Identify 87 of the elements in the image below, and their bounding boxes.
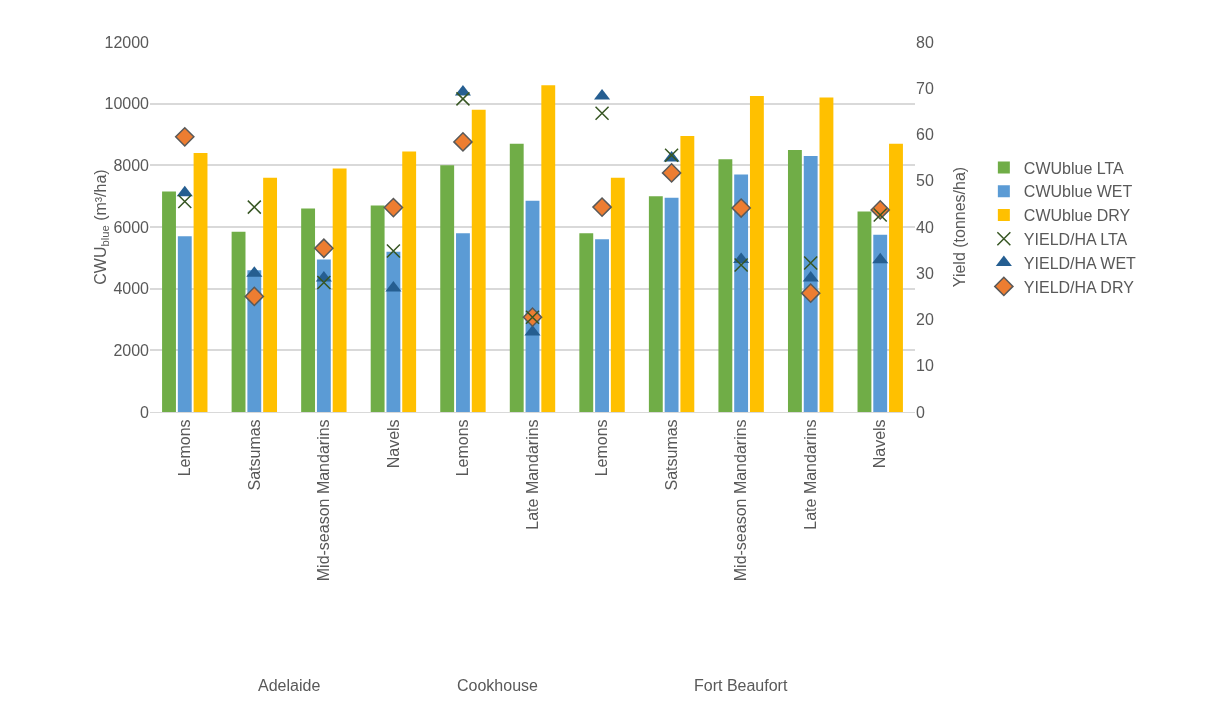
x-tick-label: Late Mandarins xyxy=(523,419,541,530)
x-tick-label: Mid-season Mandarins xyxy=(732,419,750,582)
x-tick-label: Navels xyxy=(384,419,402,469)
point xyxy=(661,163,682,183)
y-tick-label: 8000 xyxy=(113,156,150,174)
y2-tick-label: 60 xyxy=(916,126,934,144)
legend-label: CWUblue LTA xyxy=(1023,159,1125,177)
bar xyxy=(162,191,176,412)
y2-tick-label: 0 xyxy=(916,403,925,421)
bar xyxy=(718,159,733,412)
bar xyxy=(440,165,455,412)
y-tick-label: 6000 xyxy=(113,218,150,236)
bar xyxy=(749,95,764,412)
text: Adelaide xyxy=(258,677,321,694)
bar xyxy=(456,233,470,412)
bar xyxy=(370,205,385,412)
bar xyxy=(316,259,331,412)
point xyxy=(872,252,889,264)
bar xyxy=(734,174,749,412)
y2-axis-title: Yield (tonnes/ha) xyxy=(951,166,968,288)
legend-label: YIELD/HA WET xyxy=(1023,254,1137,272)
text: Fort Beaufort xyxy=(694,677,788,694)
bar xyxy=(386,251,401,412)
bar xyxy=(231,231,246,412)
x-tick-label: Lemons xyxy=(175,419,193,477)
y-tick-label: 4000 xyxy=(113,280,150,298)
point xyxy=(247,199,262,215)
point xyxy=(800,283,821,303)
bar xyxy=(332,168,347,412)
bar xyxy=(803,156,818,412)
bar xyxy=(680,136,695,412)
bar xyxy=(579,233,594,412)
bar xyxy=(648,196,663,412)
point xyxy=(733,257,749,273)
y2-tick-label: 10 xyxy=(916,357,934,375)
bar xyxy=(402,151,417,412)
bar xyxy=(595,239,609,412)
point xyxy=(594,105,610,121)
point xyxy=(383,197,404,218)
y-tick-label: 10000 xyxy=(104,95,150,113)
point xyxy=(802,270,819,282)
point xyxy=(316,275,332,290)
x-tick-label: Lemons xyxy=(593,419,611,477)
bar xyxy=(263,177,278,412)
bar xyxy=(541,85,556,412)
x-tick-label: Satsumas xyxy=(662,419,680,491)
point xyxy=(386,243,401,259)
bar xyxy=(873,234,888,412)
bar xyxy=(193,153,208,412)
point xyxy=(731,198,751,218)
y2-tick-label: 30 xyxy=(916,264,934,282)
point xyxy=(592,197,612,217)
legend-label: YIELD/HA DRY xyxy=(1023,278,1135,296)
text: Cookhouse xyxy=(457,677,539,694)
bar xyxy=(301,208,316,412)
x-tick-label: Late Mandarins xyxy=(801,419,819,530)
legend-label: YIELD/HA LTA xyxy=(1023,231,1128,249)
y2-tick-label: 80 xyxy=(916,33,934,51)
x-tick-label: Satsumas xyxy=(245,419,263,491)
y2-tick-label: 40 xyxy=(916,218,934,236)
point xyxy=(174,126,195,147)
x-tick-label: Mid-season Mandarins xyxy=(315,419,333,582)
point xyxy=(244,286,265,307)
y2-tick-label: 20 xyxy=(916,311,934,329)
bar xyxy=(889,143,903,412)
bar xyxy=(610,177,625,412)
y2-tick-label: 50 xyxy=(916,172,934,190)
x-tick-label: Navels xyxy=(871,419,889,469)
bar xyxy=(787,149,802,412)
y-tick-label: 0 xyxy=(140,403,150,421)
x-tick-label: Lemons xyxy=(454,419,472,477)
y2-tick-label: 70 xyxy=(916,79,934,97)
point xyxy=(177,194,193,209)
bar xyxy=(819,97,834,412)
bar xyxy=(471,109,486,412)
legend-label: CWUblue DRY xyxy=(1023,207,1131,225)
y-tick-label: 2000 xyxy=(113,341,150,359)
legend-label: CWUblue WET xyxy=(1023,183,1133,201)
bar xyxy=(509,143,524,412)
point xyxy=(453,132,473,152)
point xyxy=(455,91,471,107)
bar xyxy=(857,211,872,412)
bar xyxy=(177,236,192,412)
bar xyxy=(664,197,679,412)
point xyxy=(314,238,334,259)
y-tick-label: 12000 xyxy=(104,33,150,51)
point xyxy=(803,255,818,271)
